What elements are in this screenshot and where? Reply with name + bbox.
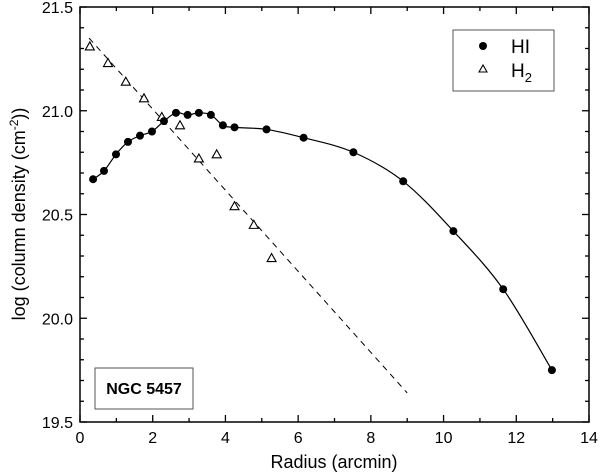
hi-data-point — [147, 127, 156, 136]
hi-data-point — [111, 150, 120, 159]
h2-data-point — [174, 119, 186, 130]
h2-points — [84, 40, 278, 263]
hi-data-point — [230, 123, 239, 132]
x-axis-title: Radius (arcmin) — [270, 452, 397, 472]
legend-hi-marker-icon — [479, 42, 487, 50]
hi-data-point — [159, 117, 168, 126]
legend-h2-marker-icon — [478, 63, 488, 73]
galaxy-annotation: NGC 5457 — [94, 367, 194, 410]
x-tick-label: 2 — [148, 430, 157, 447]
hi-line — [92, 112, 553, 371]
hi-data-point — [171, 108, 180, 117]
x-tick-label: 6 — [294, 430, 303, 447]
hi-data-point — [499, 285, 508, 294]
hi-data-point — [299, 133, 308, 142]
x-tick-label: 14 — [580, 430, 598, 447]
hi-data-point — [262, 125, 271, 134]
hi-data-point — [99, 166, 108, 175]
annotation-text: NGC 5457 — [106, 381, 182, 398]
h2-data-point — [138, 92, 150, 103]
y-tick-label: 19.5 — [42, 415, 73, 432]
hi-data-point — [349, 148, 358, 157]
x-tick-label: 10 — [435, 430, 453, 447]
y-tick-label: 20.0 — [42, 311, 73, 328]
h2-data-point — [211, 148, 223, 159]
hi-data-point — [194, 108, 203, 117]
h2-data-point — [229, 200, 240, 211]
y-tick-label: 21.0 — [42, 104, 73, 121]
plot-frame — [79, 6, 590, 423]
hi-data-point — [218, 121, 227, 130]
x-tick-label: 8 — [366, 430, 375, 447]
hi-data-point — [449, 227, 458, 236]
tick-labels: 0 2 4 6 8 10 12 14 19.5 20.0 20.5 21.0 21.5 — [42, 0, 598, 447]
h2-data-point — [120, 76, 132, 86]
h2-data-point — [266, 252, 278, 263]
y-tick-label: 20.5 — [42, 208, 73, 225]
annotation-box — [94, 367, 194, 410]
hi-data-point — [183, 110, 192, 119]
x-tick-label: 0 — [76, 430, 85, 447]
h2-data-point — [193, 152, 205, 163]
y-axis-title: log (column density (cm-2)) — [7, 108, 29, 321]
dashed-fit-line — [88, 37, 408, 394]
hi-data-point — [547, 366, 556, 375]
hi-data-point — [89, 175, 98, 184]
hi-data-point — [123, 137, 132, 146]
hi-data-point — [399, 177, 408, 186]
y-tick-label: 21.5 — [42, 0, 73, 17]
h2-data-point — [84, 40, 96, 51]
hi-data-point — [206, 110, 215, 119]
h2-data-point — [248, 219, 260, 229]
legend-box — [452, 29, 555, 92]
legend: HI H2 — [452, 29, 555, 92]
h2-fit-line — [88, 37, 408, 394]
hi-data-point — [135, 131, 144, 140]
h2-data-point — [102, 57, 114, 68]
x-tick-label: 4 — [221, 430, 230, 447]
hi-curve — [92, 112, 553, 371]
legend-h2-label: H2 — [511, 61, 532, 85]
hi-points — [89, 108, 556, 375]
legend-hi-label: HI — [511, 37, 530, 58]
x-tick-label: 12 — [507, 430, 525, 447]
